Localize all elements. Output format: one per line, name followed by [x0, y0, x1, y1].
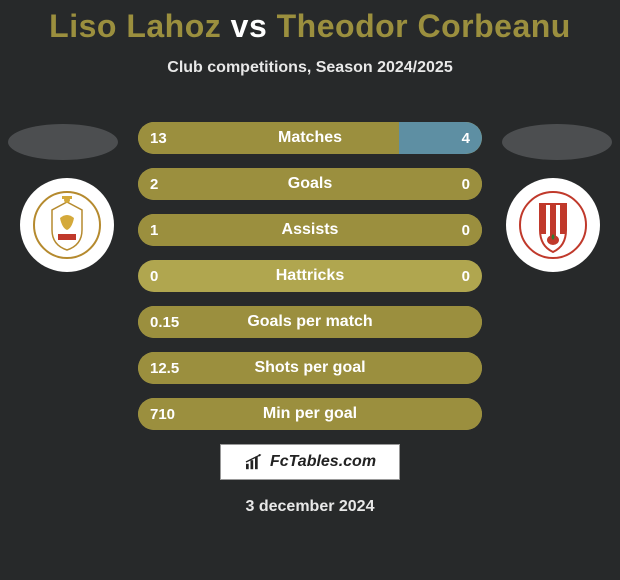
stat-value-player1: 0 [150, 268, 158, 285]
stat-value-player1: 0.15 [150, 314, 179, 331]
stat-value-player1: 710 [150, 406, 175, 423]
stat-value-player2: 0 [462, 222, 470, 239]
stat-label: Assists [138, 221, 482, 239]
stat-label: Min per goal [138, 405, 482, 423]
club-badge-left [20, 178, 114, 272]
stat-bar-row: Shots per goal12.5 [138, 352, 482, 384]
branding-text: FcTables.com [270, 453, 376, 471]
fctables-logo-icon [244, 453, 266, 471]
vs-text: vs [231, 8, 268, 44]
stat-bar-row: Hattricks0 0 [138, 260, 482, 292]
stat-label: Goals per match [138, 313, 482, 331]
stat-bar-row: Goals per match0.15 [138, 306, 482, 338]
stat-value-player1: 13 [150, 130, 167, 147]
branding-box: FcTables.com [220, 444, 400, 480]
stat-value-player2: 0 [462, 268, 470, 285]
stat-bar-row: Min per goal710 [138, 398, 482, 430]
stat-bar-row: Assists1 0 [138, 214, 482, 246]
stat-label: Goals [138, 175, 482, 193]
stat-bar-row: Goals2 0 [138, 168, 482, 200]
stat-value-player1: 2 [150, 176, 158, 193]
stat-value-player2: 0 [462, 176, 470, 193]
player2-name: Theodor Corbeanu [277, 8, 571, 44]
stat-label: Shots per goal [138, 359, 482, 377]
club-badge-right [506, 178, 600, 272]
stat-value-player1: 1 [150, 222, 158, 239]
stat-label: Matches [138, 129, 482, 147]
stat-bar-row: Matches13 4 [138, 122, 482, 154]
stat-label: Hattricks [138, 267, 482, 285]
subtitle: Club competitions, Season 2024/2025 [0, 59, 620, 77]
stat-value-player1: 12.5 [150, 360, 179, 377]
date-text: 3 december 2024 [0, 498, 620, 516]
player1-photo-placeholder [8, 124, 118, 160]
player1-name: Liso Lahoz [49, 8, 221, 44]
granada-crest-icon [518, 190, 588, 260]
player2-photo-placeholder [502, 124, 612, 160]
stat-bars-container: Matches134Goals20Assists10Hattricks00Goa… [138, 122, 482, 444]
comparison-title: Liso Lahoz vs Theodor Corbeanu [0, 0, 620, 45]
stat-value-player2: 4 [462, 130, 470, 147]
zaragoza-crest-icon [32, 190, 102, 260]
